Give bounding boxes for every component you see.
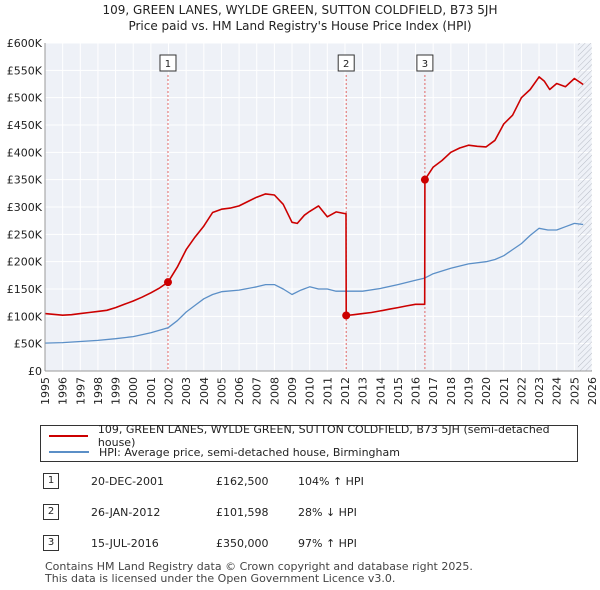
- x-tick-label: 2011: [321, 377, 334, 405]
- x-tick-label: 2016: [410, 377, 423, 405]
- y-tick-label: £500K: [7, 92, 43, 105]
- x-tick-label: 1997: [74, 377, 87, 405]
- x-tick-label: 2004: [198, 377, 211, 405]
- legend-swatch-hpi: [49, 451, 89, 453]
- y-tick-label: £550K: [7, 64, 43, 77]
- y-tick-label: £0: [28, 365, 42, 378]
- x-tick-label: 2000: [127, 377, 140, 405]
- sale-price: £101,598: [216, 506, 269, 519]
- legend: 109, GREEN LANES, WYLDE GREEN, SUTTON CO…: [40, 423, 578, 462]
- footer-licence: This data is licensed under the Open Gov…: [45, 572, 396, 585]
- x-tick-label: 2012: [339, 377, 352, 405]
- sale-marker-label: 3: [422, 59, 428, 70]
- x-tick-label: 2024: [551, 377, 564, 405]
- sale-number-badge: 3: [43, 535, 59, 551]
- x-tick-label: 2021: [498, 377, 511, 405]
- x-tick-label: 2007: [251, 377, 264, 405]
- x-tick-label: 2003: [180, 377, 193, 405]
- x-tick-label: 2023: [533, 377, 546, 405]
- legend-label-hpi: HPI: Average price, semi-detached house,…: [99, 445, 400, 459]
- x-tick-label: 2008: [268, 377, 281, 405]
- y-tick-label: £200K: [7, 256, 43, 269]
- sale-hpi-change: 97% ↑ HPI: [298, 537, 357, 550]
- hpi-line: [44, 222, 584, 344]
- x-tick-label: 2010: [304, 377, 317, 405]
- y-tick-label: £350K: [7, 174, 43, 187]
- x-tick-label: 2006: [233, 377, 246, 405]
- property-price-line: [44, 76, 584, 317]
- legend-item-hpi: HPI: Average price, semi-detached house,…: [49, 444, 400, 460]
- sale-price: £350,000: [216, 537, 269, 550]
- y-tick-label: £300K: [7, 201, 43, 214]
- y-tick-label: £150K: [7, 283, 43, 296]
- sale-number-badge: 1: [43, 473, 59, 489]
- y-tick-label: £400K: [7, 146, 43, 159]
- x-tick-label: 2015: [392, 377, 405, 405]
- forecast-hatch-region: [577, 43, 592, 371]
- x-tick-label: 2026: [586, 377, 599, 405]
- sale-point: [163, 278, 172, 287]
- x-tick-label: 2002: [163, 377, 176, 405]
- legend-swatch-property: [49, 435, 88, 437]
- sale-number-badge: 2: [43, 504, 59, 520]
- x-tick-label: 2018: [445, 377, 458, 405]
- chart-title: 109, GREEN LANES, WYLDE GREEN, SUTTON CO…: [102, 3, 498, 17]
- x-tick-label: 1996: [57, 377, 70, 405]
- x-tick-label: 2013: [357, 377, 370, 405]
- x-tick-label: 2001: [145, 377, 158, 405]
- x-tick-label: 2019: [462, 377, 475, 405]
- y-tick-label: £250K: [7, 228, 43, 241]
- sale-marker-box: [337, 54, 355, 72]
- sale-price: £162,500: [216, 475, 269, 488]
- legend-item-property: 109, GREEN LANES, WYLDE GREEN, SUTTON CO…: [49, 423, 577, 449]
- y-tick-label: £100K: [7, 310, 43, 323]
- sale-hpi-change: 28% ↓ HPI: [298, 506, 357, 519]
- x-tick-label: 2014: [374, 377, 387, 405]
- x-tick-label: 1998: [92, 377, 105, 405]
- x-tick-label: 1995: [39, 377, 52, 405]
- x-tick-label: 2017: [427, 377, 440, 405]
- y-tick-label: £50K: [14, 338, 43, 351]
- x-tick-label: 2005: [215, 377, 228, 405]
- sale-marker-label: 1: [165, 59, 171, 70]
- sale-date: 15-JUL-2016: [91, 537, 159, 550]
- x-tick-label: 1999: [110, 377, 123, 405]
- sale-marker-box: [416, 54, 434, 72]
- price-chart: £0 £50K £100K £150K £200K £250K £300K £350K £400…: [7, 37, 599, 405]
- sale-point: [342, 311, 351, 320]
- sale-point: [420, 175, 429, 184]
- sale-date: 26-JAN-2012: [91, 506, 161, 519]
- x-tick-label: 2009: [286, 377, 299, 405]
- y-tick-label: £600K: [7, 37, 43, 50]
- chart-subtitle: Price paid vs. HM Land Registry's House …: [128, 19, 472, 33]
- x-tick-label: 2025: [568, 377, 581, 405]
- legend-label-property: 109, GREEN LANES, WYLDE GREEN, SUTTON CO…: [97, 423, 550, 449]
- sale-hpi-change: 104% ↑ HPI: [298, 475, 364, 488]
- sale-marker-label: 2: [343, 59, 349, 70]
- y-tick-label: £450K: [7, 119, 43, 132]
- x-tick-label: 2020: [480, 377, 493, 405]
- x-tick-label: 2022: [515, 377, 528, 405]
- sale-date: 20-DEC-2001: [91, 475, 165, 488]
- sale-marker-box: [159, 54, 177, 72]
- footer-copyright: Contains HM Land Registry data © Crown c…: [45, 560, 473, 573]
